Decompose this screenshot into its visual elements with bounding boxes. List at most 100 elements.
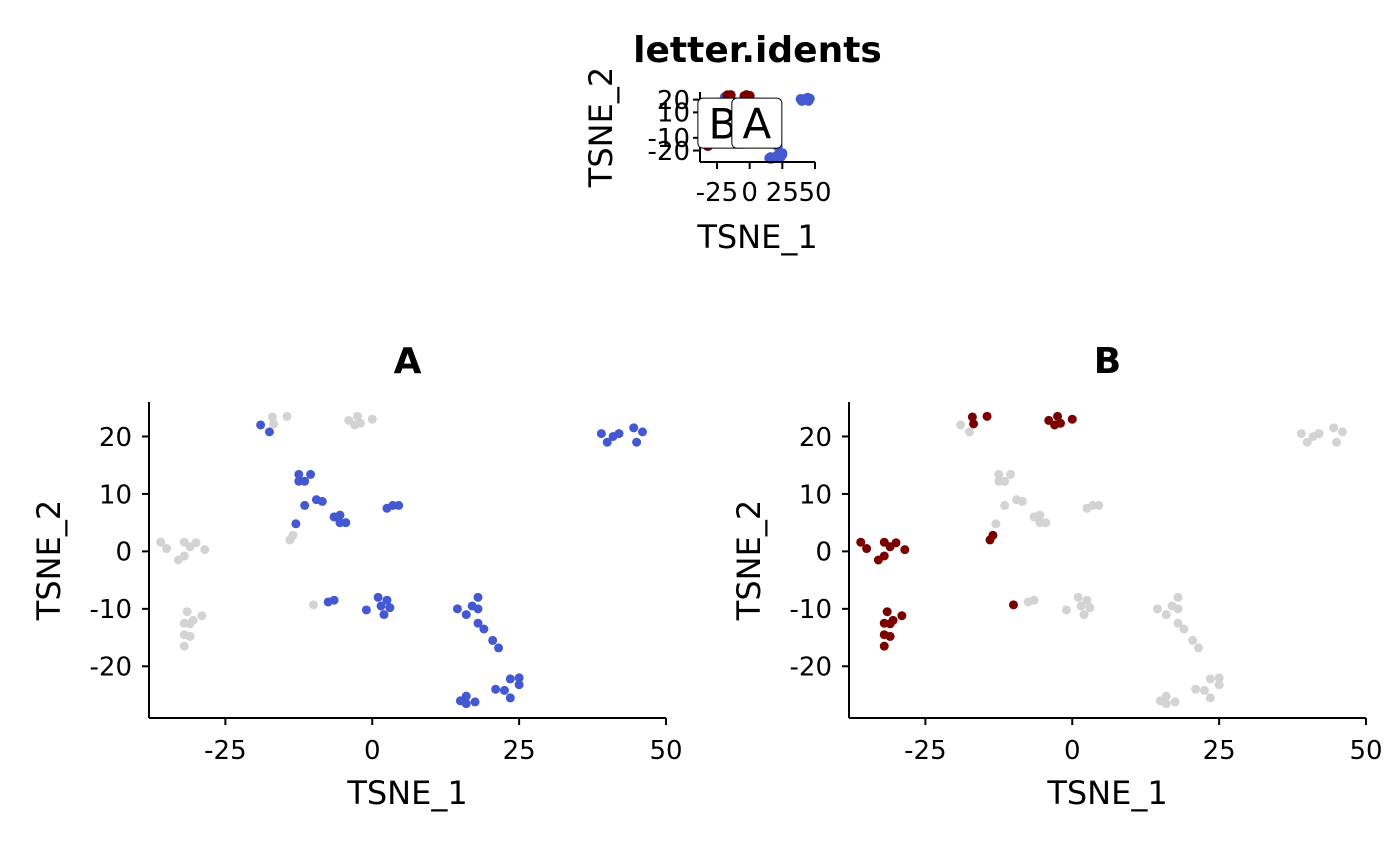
point-highlight-20: [341, 518, 351, 528]
point-background-18: [1035, 510, 1045, 520]
point-background-45: [1199, 685, 1209, 695]
point-background-12: [191, 538, 201, 548]
point-highlight-5: [614, 429, 624, 439]
point-highlight-12: [891, 538, 901, 548]
point-highlight-49: [461, 699, 471, 709]
point-highlight-9: [294, 469, 304, 479]
point-highlight-1: [982, 411, 992, 421]
point-highlight-23: [897, 611, 907, 621]
point-background-22: [185, 619, 195, 629]
y-axis-label: TSNE_2: [582, 67, 620, 188]
point-background-15: [173, 555, 183, 565]
point-background-46: [1205, 693, 1215, 703]
y-tick-label: -20: [790, 653, 832, 683]
point-highlight-2: [969, 419, 979, 429]
point-background-12: [1000, 476, 1010, 486]
point-background-27: [1082, 595, 1092, 605]
point-highlight-16: [291, 519, 301, 529]
point-background-25: [1023, 597, 1033, 607]
point-background-23: [1094, 500, 1104, 510]
point-background-43: [1214, 680, 1224, 690]
point-background-48: [1161, 691, 1171, 701]
x-tick-label: 0: [741, 178, 758, 208]
point-background-5: [1314, 429, 1324, 439]
group-label-box: [731, 97, 783, 149]
x-tick-label: 0: [364, 736, 381, 766]
point-background-0: [956, 420, 966, 430]
point-highlight-26: [373, 592, 383, 602]
x-axis-label: TSNE_1: [696, 218, 817, 256]
point-background-16: [991, 519, 1001, 529]
point-background-10: [1006, 469, 1016, 479]
point-a-46: [775, 152, 786, 163]
point-background-25: [185, 631, 195, 641]
point-background-4: [353, 411, 363, 421]
y-tick-label: 0: [815, 538, 832, 568]
point-background-38: [1179, 624, 1189, 634]
y-tick-label: -10: [790, 595, 832, 625]
point-highlight-19: [882, 607, 892, 617]
point-background-0: [267, 412, 277, 422]
point-background-41: [1205, 674, 1215, 684]
point-background-29: [1085, 603, 1095, 613]
x-axis-label: TSNE_1: [346, 774, 467, 812]
point-highlight-45: [499, 685, 509, 695]
point-background-8: [156, 537, 166, 547]
point-background-18: [309, 600, 318, 610]
point-highlight-26: [879, 641, 889, 651]
point-highlight-22: [885, 619, 895, 629]
y-tick-label: -20: [648, 137, 690, 167]
y-tick-label: 10: [799, 480, 832, 510]
point-background-9: [162, 544, 172, 554]
point-highlight-15: [873, 555, 883, 565]
point-background-1: [964, 427, 974, 437]
y-tick-label: 20: [657, 86, 690, 116]
group-label-a: A: [731, 97, 783, 149]
point-background-15: [1000, 500, 1010, 510]
point-highlight-38: [479, 624, 489, 634]
point-highlight-8: [856, 537, 866, 547]
point-background-30: [1061, 605, 1071, 615]
point-highlight-28: [376, 601, 386, 611]
point-background-40: [1194, 643, 1204, 653]
point-highlight-3: [602, 437, 612, 447]
point-highlight-44: [491, 684, 501, 694]
point-highlight-6: [1067, 414, 1077, 424]
point-highlight-35: [473, 604, 483, 614]
point-highlight-10: [306, 469, 316, 479]
x-tick-label: 25: [766, 178, 799, 208]
point-background-8: [1338, 427, 1347, 437]
point-highlight-39: [488, 635, 498, 645]
x-tick-label: 25: [1203, 736, 1236, 766]
point-highlight-41: [505, 674, 515, 684]
point-highlight-29: [385, 603, 395, 613]
y-tick-label: 0: [115, 538, 132, 568]
panel-a: A -25 0 25 50 20 10 0 -10 -20 TSNE_1 TSNE_2: [30, 341, 683, 812]
points-layer: [856, 411, 1347, 709]
point-highlight-1: [264, 427, 274, 437]
point-background-26: [179, 641, 189, 651]
point-highlight-8: [638, 427, 647, 437]
point-background-19: [182, 607, 192, 617]
y-tick-label: 20: [799, 423, 832, 453]
point-background-6: [1329, 423, 1339, 433]
point-background-44: [1191, 684, 1201, 694]
x-tick-label: 50: [1349, 736, 1382, 766]
y-axis-label: TSNE_2: [730, 500, 768, 621]
point-highlight-30: [361, 605, 371, 615]
point-highlight-43: [514, 680, 524, 690]
point-background-49: [1161, 699, 1171, 709]
x-tick-label: 50: [649, 736, 682, 766]
point-background-7: [350, 420, 360, 430]
point-background-35: [1173, 604, 1183, 614]
point-a-50: [767, 153, 778, 164]
y-tick-label: -10: [648, 124, 690, 154]
point-background-3: [1302, 437, 1312, 447]
point-highlight-36: [461, 610, 471, 620]
point-highlight-0: [256, 420, 266, 430]
x-tick-label: 50: [798, 178, 831, 208]
point-background-2: [1296, 429, 1306, 439]
y-axis-label: TSNE_2: [30, 500, 68, 621]
point-background-50: [1170, 697, 1180, 707]
